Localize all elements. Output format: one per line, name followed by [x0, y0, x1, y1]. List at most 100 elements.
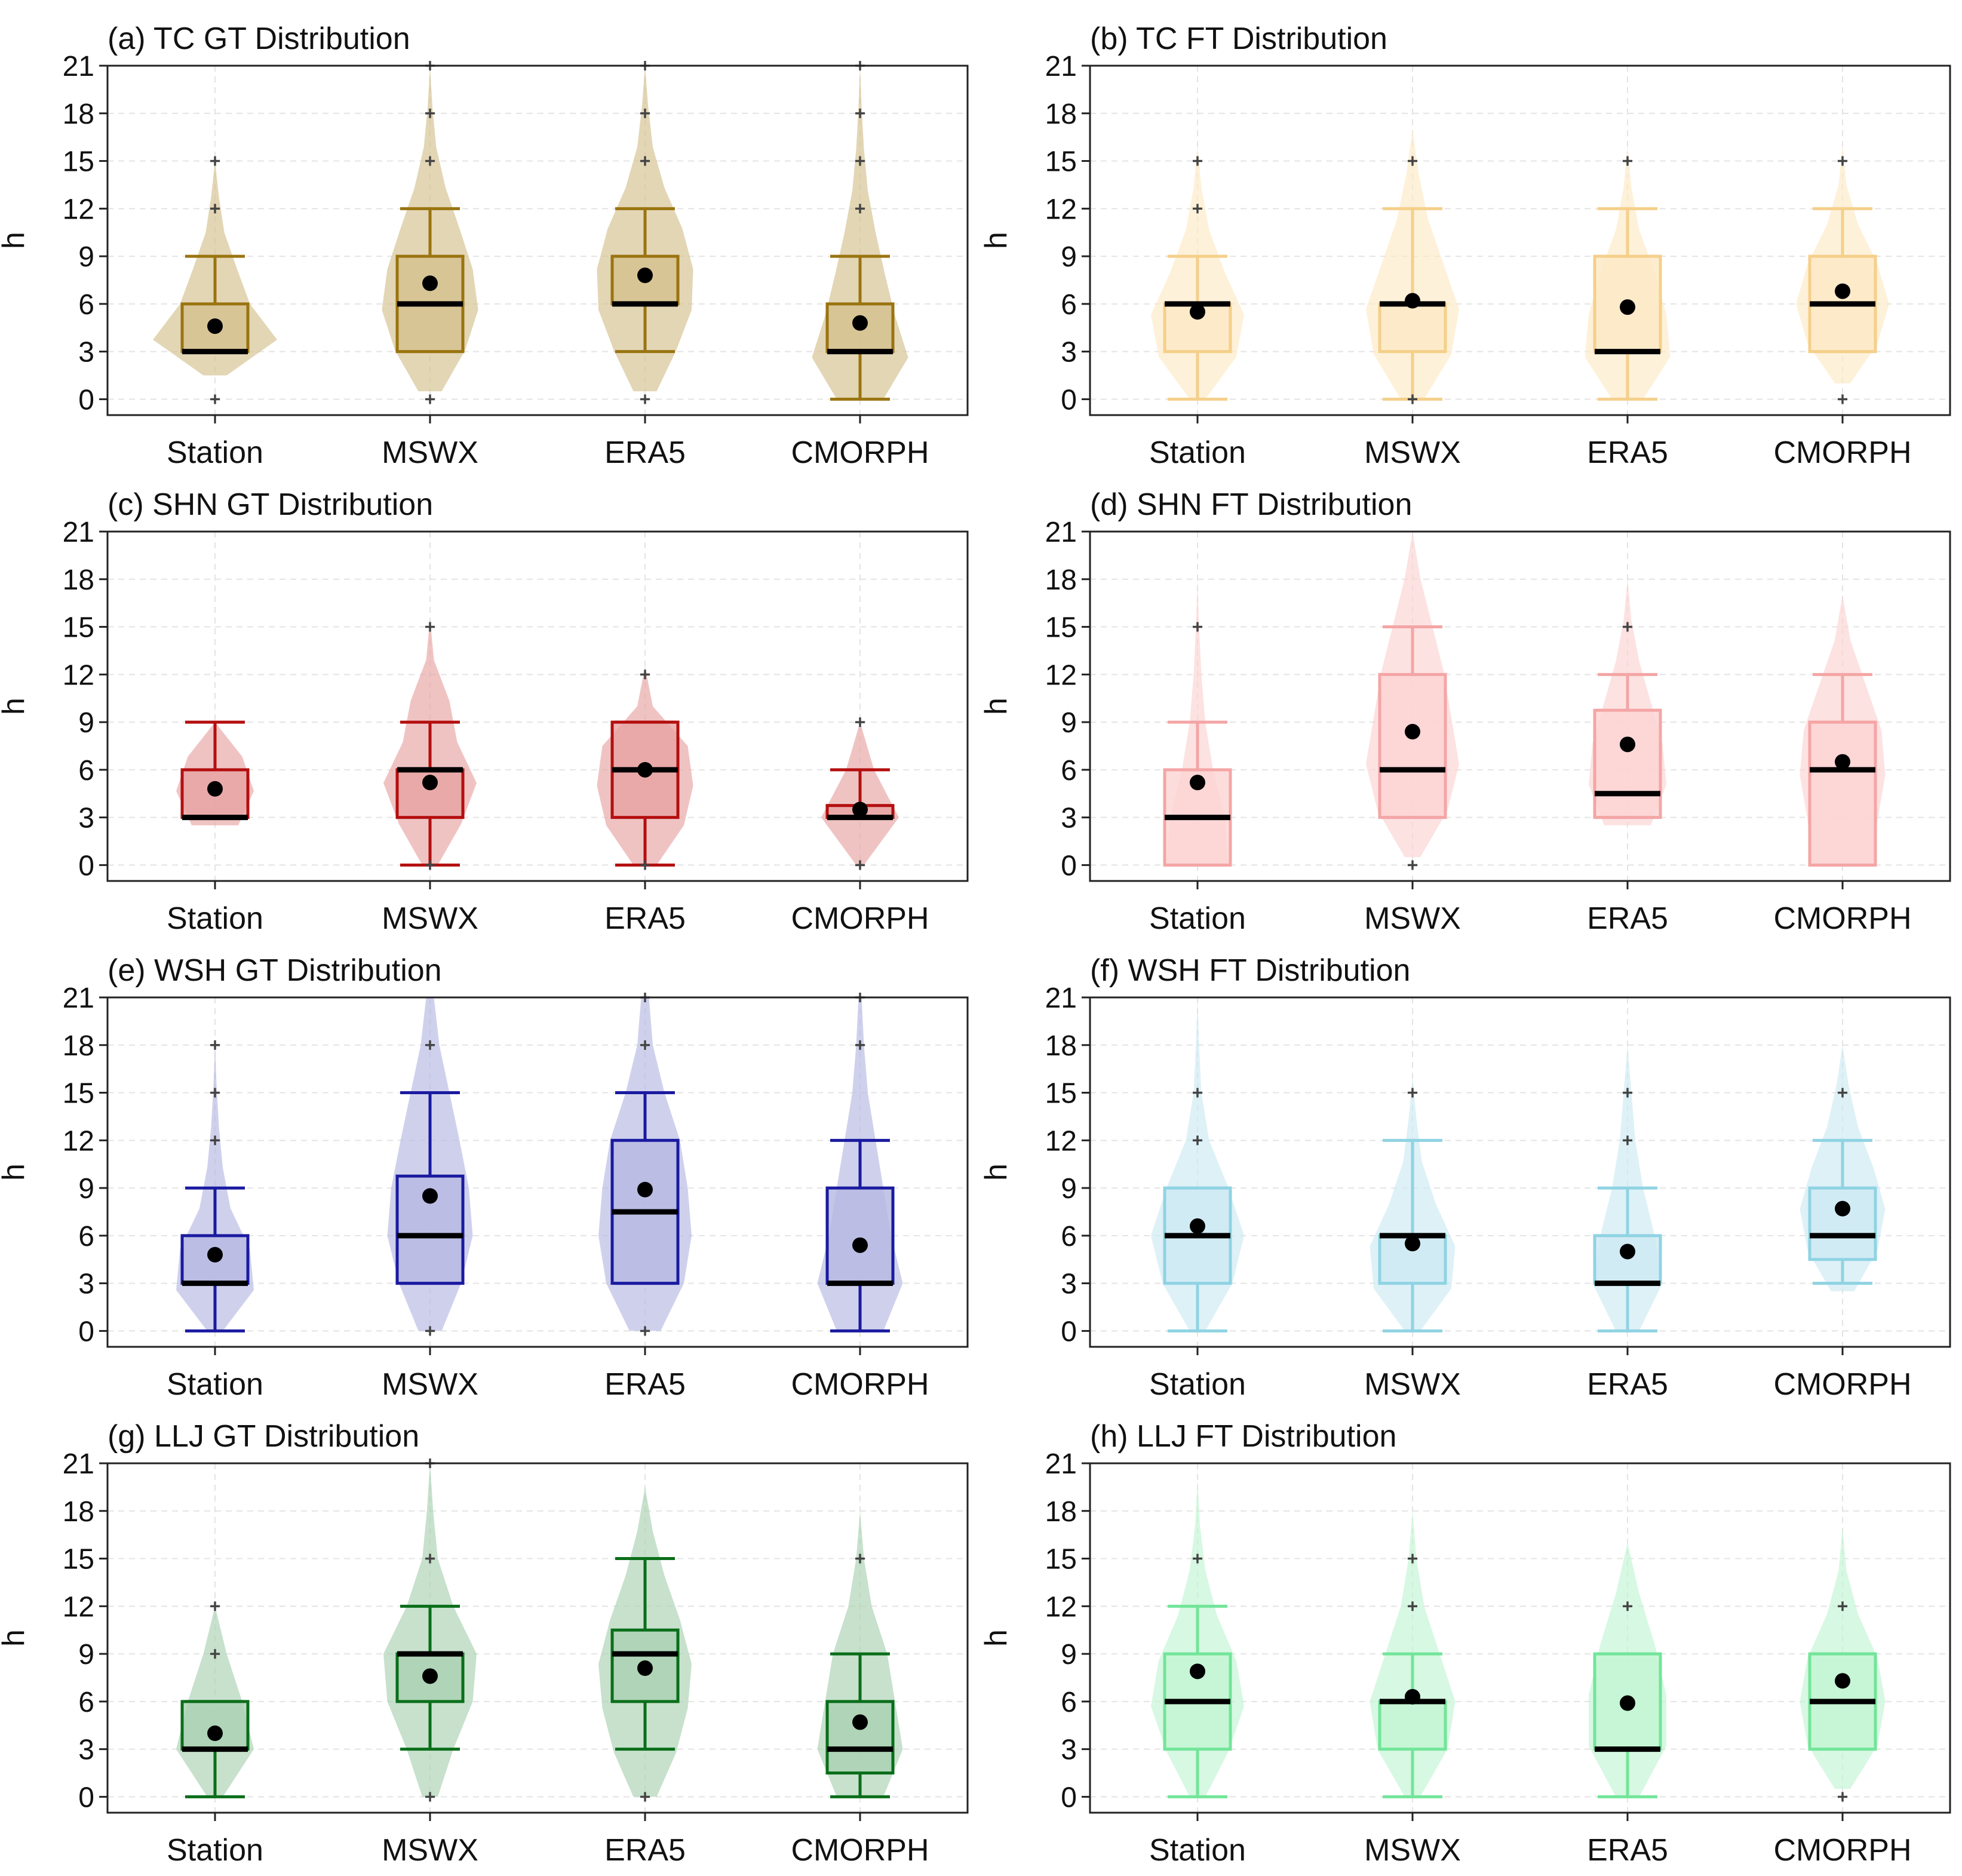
x-tick-label: CMORPH [1773, 1833, 1911, 1868]
outlier-marker [640, 1792, 650, 1802]
y-tick-label: 15 [1045, 612, 1077, 644]
group-cmorph [812, 61, 908, 401]
y-tick-label: 9 [1061, 707, 1077, 739]
mean-point [1620, 1243, 1635, 1260]
outlier-marker [1408, 1088, 1417, 1098]
x-tick-label: MSWX [1364, 435, 1461, 470]
y-tick-label: 3 [1061, 803, 1077, 834]
group-cmorph [1800, 1527, 1886, 1802]
outlier-marker [855, 860, 865, 870]
outlier-marker [1193, 1088, 1202, 1098]
outlier-marker [425, 1040, 435, 1050]
y-tick-label: 18 [1045, 1496, 1077, 1528]
x-tick-label: CMORPH [791, 1367, 929, 1402]
y-tick-label: 6 [1061, 289, 1077, 321]
y-tick-label: 6 [1061, 755, 1077, 787]
x-tick-label: CMORPH [791, 1833, 929, 1868]
group-era5 [1592, 1045, 1663, 1332]
y-tick-label: 3 [78, 337, 94, 369]
y-tick-label: 9 [1061, 241, 1077, 273]
outlier-marker [855, 717, 865, 727]
mean-point [1405, 293, 1420, 309]
y-tick-label: 18 [63, 564, 94, 596]
x-tick-label: Station [167, 435, 263, 470]
outlier-marker [425, 622, 435, 632]
group-mswx [383, 619, 477, 870]
panel-frame [106, 1462, 969, 1814]
x-tick-label: MSWX [382, 901, 478, 936]
x-tick-label: CMORPH [1773, 1367, 1911, 1402]
mean-point [852, 1237, 868, 1253]
outlier-marker [210, 394, 220, 404]
y-tick-label: 9 [1061, 1639, 1077, 1671]
panel-title: (c) SHN GT Distribution [108, 487, 433, 522]
x-tick-label: ERA5 [1587, 1367, 1668, 1402]
y-tick-label: 12 [63, 1591, 94, 1623]
group-mswx [1366, 129, 1459, 404]
y-axis-label: h [979, 1163, 1014, 1181]
panel-g: (g) LLJ GT Distribution h 0 3 6 9 12 15 18 21 Stat… [0, 1419, 969, 1868]
x-tick-label: Station [1149, 1833, 1246, 1868]
iqr-box [1808, 1186, 1877, 1261]
mean-point [422, 275, 438, 291]
outlier-marker [425, 860, 435, 870]
group-station [1151, 997, 1244, 1332]
panel-frame [106, 996, 969, 1348]
y-tick-label: 0 [1061, 384, 1077, 416]
y-tick-label: 0 [78, 850, 94, 882]
y-tick-label: 18 [63, 1030, 94, 1062]
panel-title: (h) LLJ FT Distribution [1090, 1419, 1396, 1454]
y-tick-label: 21 [63, 1448, 94, 1480]
y-tick-label: 6 [78, 289, 94, 321]
panel-frame [1089, 1462, 1951, 1814]
mean-point [1835, 283, 1850, 299]
iqr-box [1378, 302, 1447, 354]
outlier-marker [640, 860, 650, 870]
mean-point [637, 1181, 653, 1198]
outlier-marker [1408, 1601, 1417, 1611]
x-tick-label: Station [1149, 435, 1246, 470]
outlier-marker [210, 1135, 220, 1146]
panel-title: (b) TC FT Distribution [1090, 22, 1387, 56]
mean-point [1835, 1673, 1850, 1689]
y-axis-label: h [979, 232, 1014, 249]
y-tick-label: 3 [78, 803, 94, 834]
y-tick-label: 21 [63, 51, 94, 82]
group-cmorph [817, 993, 903, 1332]
y-tick-label: 9 [78, 707, 94, 739]
y-tick-label: 21 [1045, 517, 1077, 548]
group-era5 [1589, 579, 1666, 825]
mean-point [1190, 775, 1205, 791]
outlier-marker [1623, 1135, 1632, 1146]
x-tick-label: Station [167, 1367, 263, 1402]
mean-point [422, 775, 438, 791]
panel-f: (f) WSH FT Distribution h 0 3 6 9 12 15 18 21 Stat… [979, 953, 1951, 1402]
group-mswx [1370, 1076, 1456, 1332]
outlier-marker [640, 156, 650, 166]
outlier-marker [425, 1326, 435, 1336]
outlier-marker [425, 1553, 435, 1564]
outlier-marker [640, 108, 650, 118]
y-tick-label: 9 [78, 1173, 94, 1205]
x-tick-label: Station [1149, 901, 1246, 936]
group-era5 [597, 667, 693, 870]
group-cmorph [821, 717, 899, 870]
outlier-marker [855, 108, 865, 118]
outlier-marker [640, 1326, 650, 1336]
outlier-marker [425, 108, 435, 118]
y-axis-label: h [979, 1629, 1014, 1647]
y-tick-label: 15 [1045, 146, 1077, 178]
panel-title: (e) WSH GT Distribution [108, 953, 442, 988]
mean-point [852, 802, 868, 818]
iqr-box [1593, 1234, 1662, 1285]
y-tick-label: 3 [78, 1269, 94, 1300]
outlier-marker [1838, 156, 1847, 166]
group-station [1151, 1479, 1244, 1798]
group-era5 [597, 61, 693, 404]
outlier-marker [1408, 156, 1417, 166]
y-axis-label: h [0, 232, 31, 249]
mean-point [422, 1668, 438, 1684]
y-tick-label: 3 [1061, 1269, 1077, 1300]
panel-title: (f) WSH FT Distribution [1090, 953, 1410, 988]
mean-point [1405, 724, 1420, 740]
